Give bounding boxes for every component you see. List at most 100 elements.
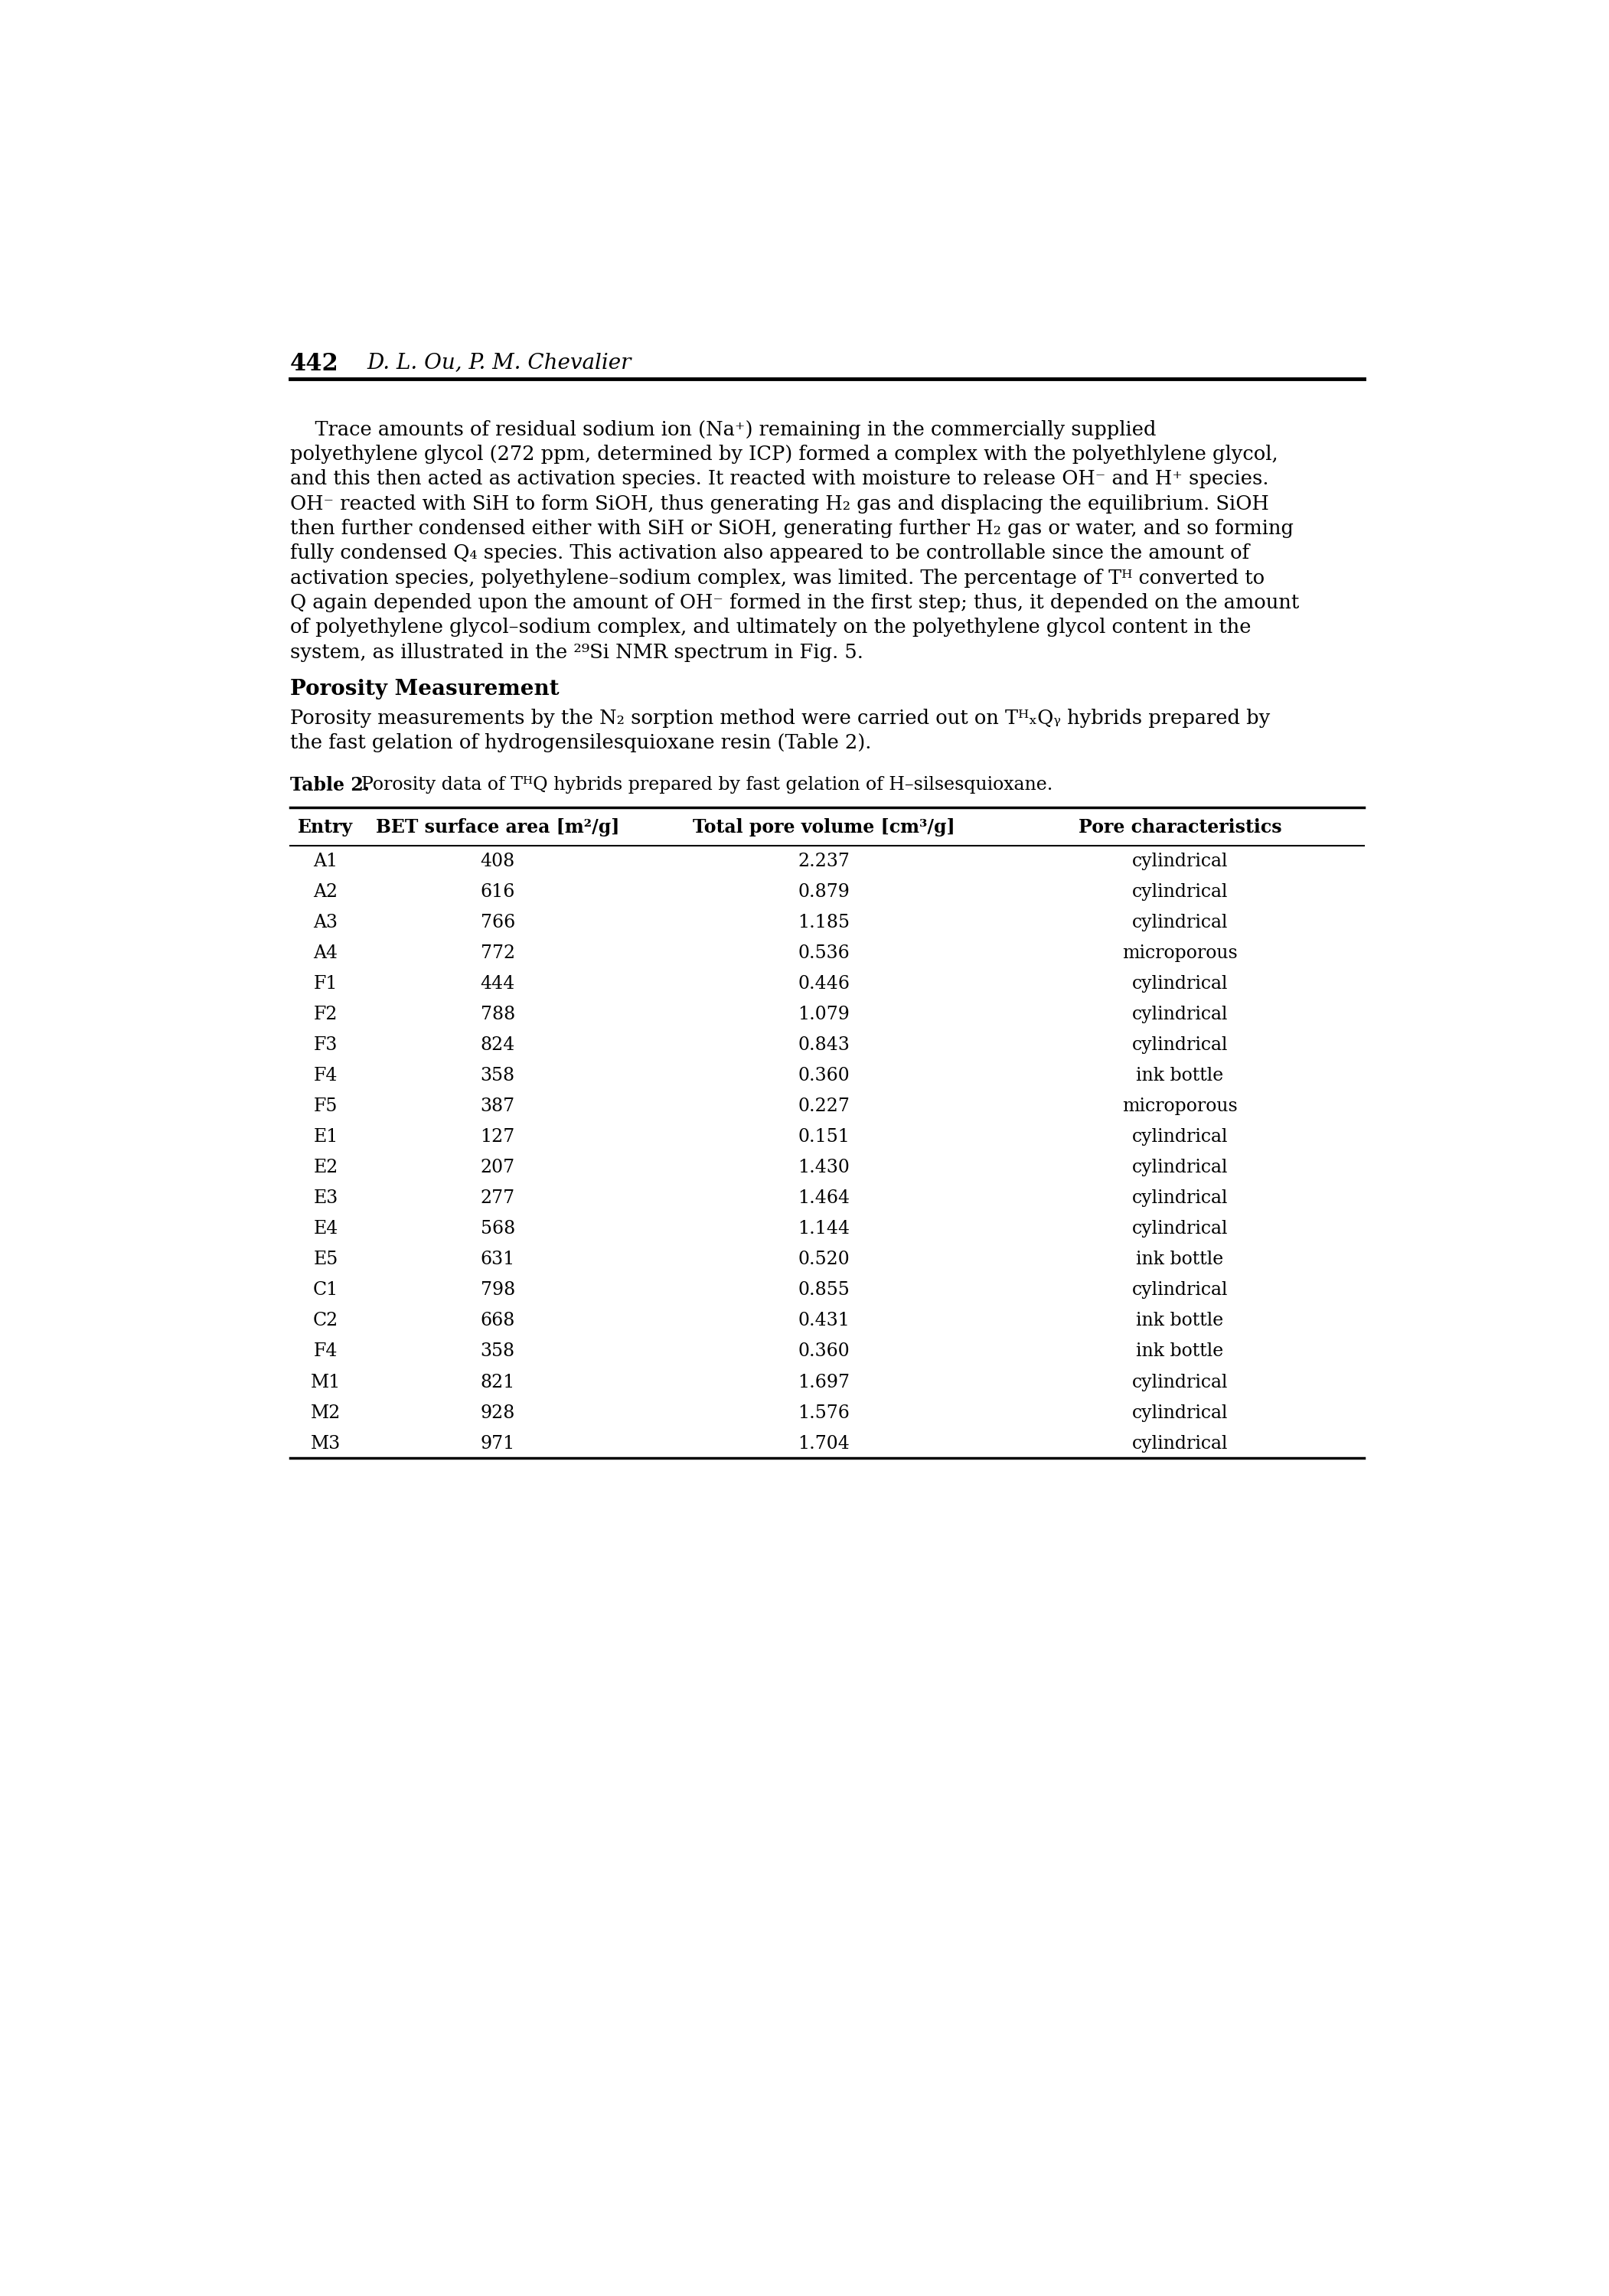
Text: cylindrical: cylindrical (1131, 884, 1228, 900)
Text: E1: E1 (314, 1127, 338, 1146)
Text: 0.520: 0.520 (798, 1251, 850, 1267)
Text: cylindrical: cylindrical (1131, 1405, 1228, 1421)
Text: 798: 798 (481, 1281, 515, 1300)
Text: cylindrical: cylindrical (1131, 1373, 1228, 1391)
Text: 127: 127 (481, 1127, 515, 1146)
Text: microporous: microporous (1121, 944, 1237, 962)
Text: fully condensed Q₄ species. This activation also appeared to be controllable sin: fully condensed Q₄ species. This activat… (290, 544, 1249, 563)
Text: 971: 971 (481, 1435, 515, 1453)
Text: F5: F5 (314, 1097, 338, 1116)
Text: 408: 408 (481, 852, 515, 870)
Text: 788: 788 (481, 1006, 515, 1024)
Text: F4: F4 (314, 1068, 338, 1084)
Text: BET surface area [m²/g]: BET surface area [m²/g] (377, 817, 619, 836)
Text: microporous: microporous (1121, 1097, 1237, 1116)
Text: Porosity measurements by the N₂ sorption method were carried out on TᴴₓQᵧ hybrid: Porosity measurements by the N₂ sorption… (290, 709, 1270, 728)
Text: cylindrical: cylindrical (1131, 1006, 1228, 1024)
Text: 1.144: 1.144 (798, 1219, 850, 1238)
Text: A4: A4 (314, 944, 338, 962)
Text: cylindrical: cylindrical (1131, 1189, 1228, 1208)
Text: activation species, polyethylene–sodium complex, was limited. The percentage of : activation species, polyethylene–sodium … (290, 569, 1265, 588)
Text: F2: F2 (314, 1006, 338, 1024)
Text: 1.185: 1.185 (798, 914, 850, 932)
Text: M3: M3 (311, 1435, 341, 1453)
Text: 1.704: 1.704 (798, 1435, 850, 1453)
Text: C1: C1 (314, 1281, 338, 1300)
Text: M1: M1 (311, 1373, 341, 1391)
Text: and this then acted as activation species. It reacted with moisture to release O: and this then acted as activation specie… (290, 468, 1270, 489)
Text: 821: 821 (481, 1373, 515, 1391)
Text: 358: 358 (481, 1343, 515, 1359)
Text: 824: 824 (481, 1035, 515, 1054)
Text: M2: M2 (311, 1405, 341, 1421)
Text: Porosity data of TᴴQ hybrids prepared by fast gelation of H–silsesquioxane.: Porosity data of TᴴQ hybrids prepared by… (362, 776, 1052, 794)
Text: 2.237: 2.237 (798, 852, 850, 870)
Text: cylindrical: cylindrical (1131, 1159, 1228, 1176)
Text: cylindrical: cylindrical (1131, 1127, 1228, 1146)
Text: 387: 387 (481, 1097, 515, 1116)
Text: ink bottle: ink bottle (1136, 1251, 1224, 1267)
Text: OH⁻ reacted with SiH to form SiOH, thus generating H₂ gas and displacing the equ: OH⁻ reacted with SiH to form SiOH, thus … (290, 494, 1270, 514)
Text: Pore characteristics: Pore characteristics (1078, 817, 1282, 836)
Text: A3: A3 (314, 914, 338, 932)
Text: cylindrical: cylindrical (1131, 1435, 1228, 1453)
Text: 668: 668 (481, 1311, 515, 1329)
Text: D. L. Ou, P. M. Chevalier: D. L. Ou, P. M. Chevalier (367, 351, 632, 372)
Text: 0.446: 0.446 (798, 976, 850, 992)
Text: ink bottle: ink bottle (1136, 1068, 1224, 1084)
Text: Entry: Entry (298, 817, 354, 836)
Text: 1.464: 1.464 (798, 1189, 850, 1208)
Text: 444: 444 (481, 976, 515, 992)
Text: 0.855: 0.855 (798, 1281, 850, 1300)
Text: 0.536: 0.536 (798, 944, 850, 962)
Text: 442: 442 (290, 351, 339, 377)
Text: E2: E2 (314, 1159, 338, 1176)
Text: then further condensed either with SiH or SiOH, generating further H₂ gas or wat: then further condensed either with SiH o… (290, 519, 1294, 537)
Text: 0.360: 0.360 (798, 1068, 850, 1084)
Text: F4: F4 (314, 1343, 338, 1359)
Text: 0.431: 0.431 (798, 1311, 850, 1329)
Text: 616: 616 (481, 884, 515, 900)
Text: 0.360: 0.360 (798, 1343, 850, 1359)
Text: 207: 207 (481, 1159, 515, 1176)
Text: F1: F1 (314, 976, 338, 992)
Text: 568: 568 (481, 1219, 515, 1238)
Text: 1.576: 1.576 (798, 1405, 850, 1421)
Text: Trace amounts of residual sodium ion (Na⁺) remaining in the commercially supplie: Trace amounts of residual sodium ion (Na… (290, 420, 1157, 439)
Text: E4: E4 (314, 1219, 338, 1238)
Text: polyethylene glycol (272 ppm, determined by ICP) formed a complex with the polye: polyethylene glycol (272 ppm, determined… (290, 445, 1278, 464)
Text: A1: A1 (314, 852, 338, 870)
Text: 1.430: 1.430 (798, 1159, 850, 1176)
Text: 928: 928 (481, 1405, 515, 1421)
Text: 772: 772 (481, 944, 515, 962)
Text: Porosity Measurement: Porosity Measurement (290, 680, 560, 700)
Text: Q again depended upon the amount of OH⁻ formed in the first step; thus, it depen: Q again depended upon the amount of OH⁻ … (290, 592, 1298, 613)
Text: ink bottle: ink bottle (1136, 1311, 1224, 1329)
Text: Total pore volume [cm³/g]: Total pore volume [cm³/g] (693, 817, 956, 836)
Text: 277: 277 (481, 1189, 515, 1208)
Text: E5: E5 (314, 1251, 338, 1267)
Text: 1.697: 1.697 (798, 1373, 850, 1391)
Text: of polyethylene glycol–sodium complex, and ultimately on the polyethylene glycol: of polyethylene glycol–sodium complex, a… (290, 618, 1252, 636)
Text: C2: C2 (314, 1311, 338, 1329)
Text: 0.151: 0.151 (798, 1127, 850, 1146)
Text: 358: 358 (481, 1068, 515, 1084)
Text: the fast gelation of hydrogensilesquioxane resin (Table 2).: the fast gelation of hydrogensilesquioxa… (290, 732, 872, 753)
Text: 0.227: 0.227 (798, 1097, 850, 1116)
Text: Table 2.: Table 2. (290, 776, 370, 794)
Text: cylindrical: cylindrical (1131, 914, 1228, 932)
Text: cylindrical: cylindrical (1131, 1035, 1228, 1054)
Text: E3: E3 (314, 1189, 338, 1208)
Text: cylindrical: cylindrical (1131, 976, 1228, 992)
Text: 0.879: 0.879 (798, 884, 850, 900)
Text: cylindrical: cylindrical (1131, 852, 1228, 870)
Text: 0.843: 0.843 (798, 1035, 850, 1054)
Text: ink bottle: ink bottle (1136, 1343, 1224, 1359)
Text: cylindrical: cylindrical (1131, 1281, 1228, 1300)
Text: A2: A2 (314, 884, 338, 900)
Text: 631: 631 (481, 1251, 515, 1267)
Text: 1.079: 1.079 (798, 1006, 850, 1024)
Text: F3: F3 (314, 1035, 338, 1054)
Text: cylindrical: cylindrical (1131, 1219, 1228, 1238)
Text: 766: 766 (481, 914, 515, 932)
